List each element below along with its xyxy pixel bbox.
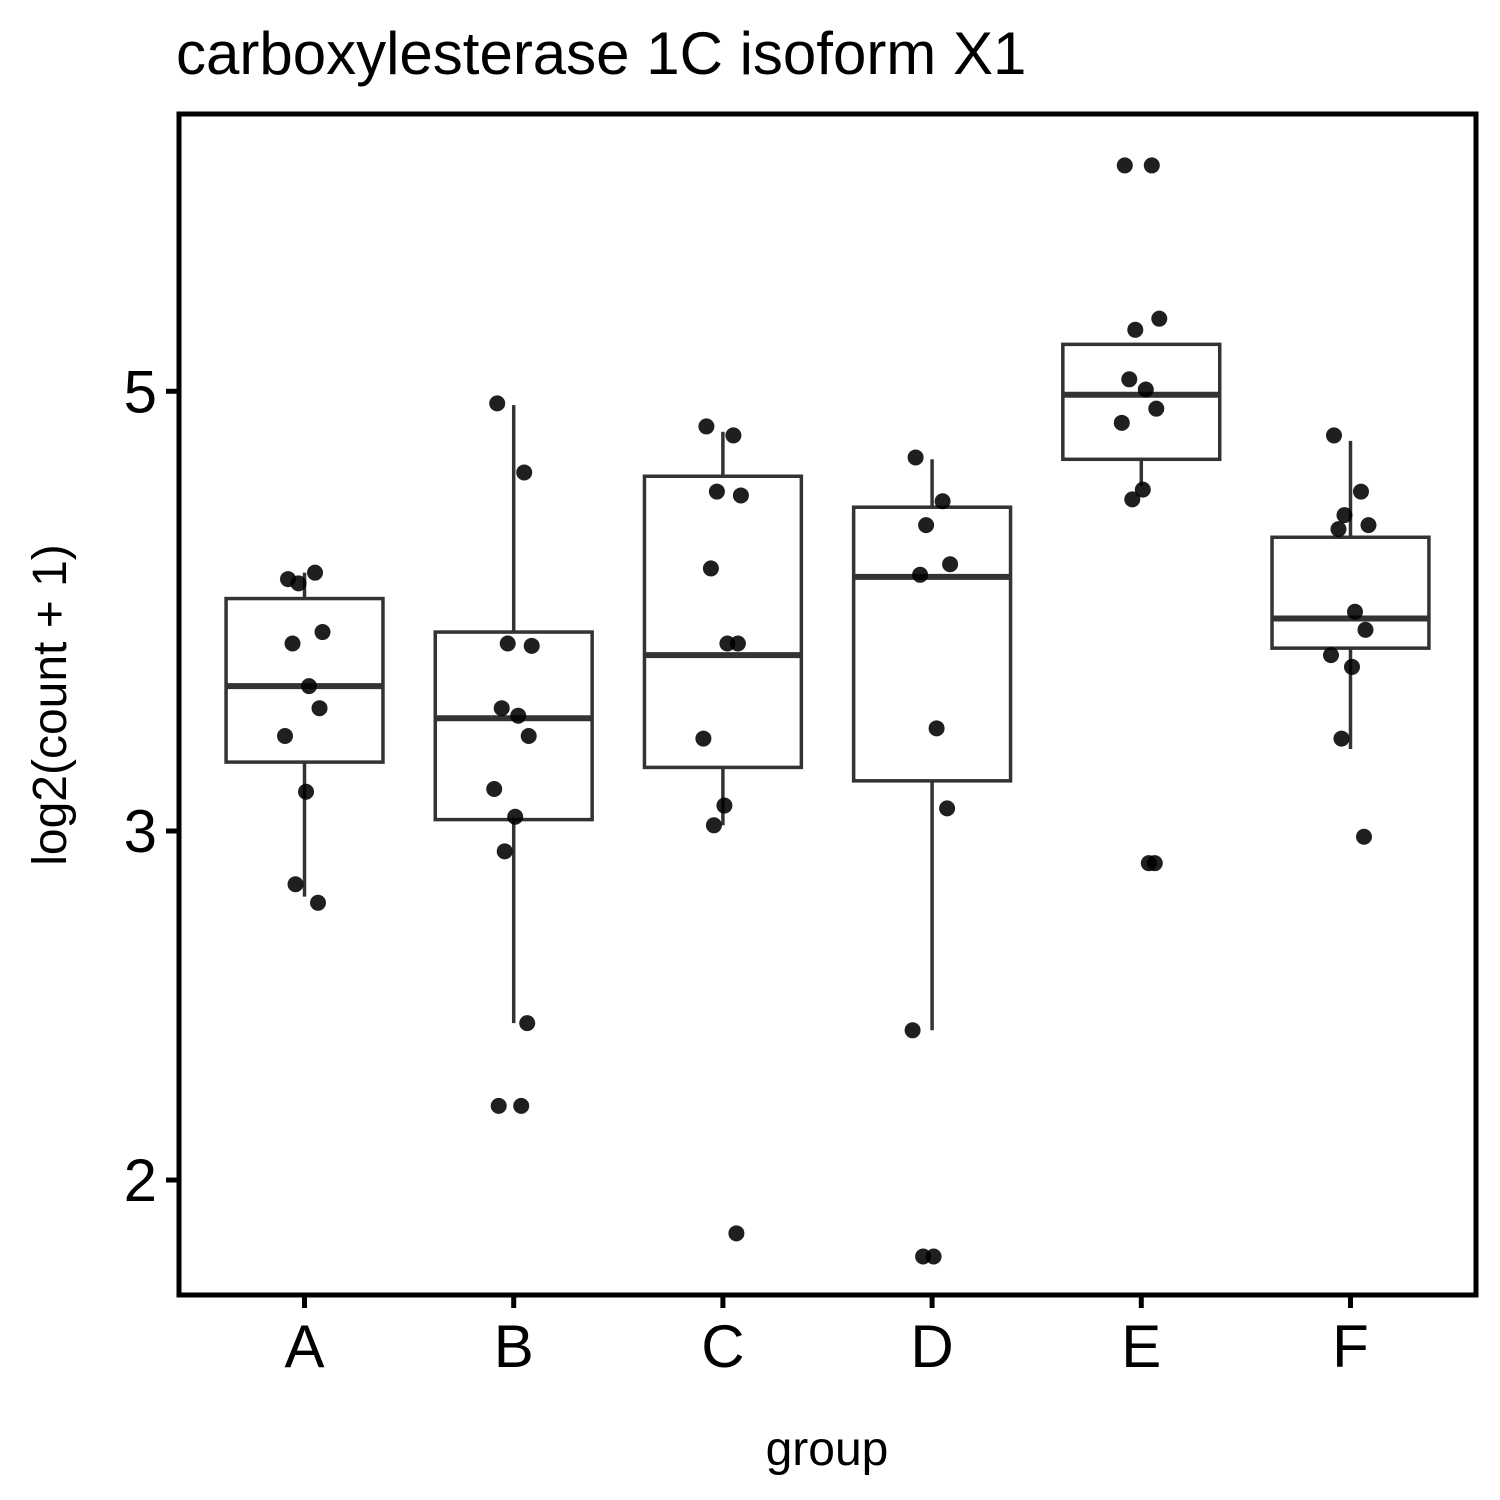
data-point (287, 876, 304, 893)
data-point (907, 449, 924, 466)
data-point (510, 707, 527, 724)
data-point (1343, 658, 1360, 675)
data-point (284, 635, 301, 652)
data-point (942, 556, 959, 573)
data-point (298, 783, 315, 800)
data-point (496, 843, 513, 860)
box (1270, 535, 1431, 650)
box-group-e (1061, 342, 1222, 486)
data-point (702, 560, 719, 577)
data-point (1333, 730, 1350, 747)
y-tick-label: 2 (124, 1147, 157, 1214)
data-point (708, 483, 725, 500)
data-point (499, 635, 516, 652)
points-b (486, 395, 540, 1114)
data-point (939, 800, 956, 817)
data-point (1113, 414, 1130, 431)
box (1061, 342, 1222, 462)
x-tick-label: C (701, 1313, 744, 1380)
data-point (1357, 621, 1374, 638)
data-point (716, 797, 733, 814)
data-point (314, 624, 331, 641)
data-point (728, 1225, 745, 1242)
data-point (1121, 371, 1138, 388)
box-group-a (224, 572, 385, 897)
data-point (520, 728, 537, 745)
data-point (507, 808, 524, 825)
x-tick-label: F (1332, 1313, 1369, 1380)
data-point (1134, 481, 1151, 498)
points-d (904, 449, 959, 1265)
data-point (1336, 507, 1353, 524)
data-point (301, 678, 318, 695)
y-axis-title: log2(count + 1) (24, 544, 77, 866)
data-point (1143, 157, 1160, 174)
data-point (1148, 400, 1165, 417)
data-point (928, 720, 945, 737)
points-e (1113, 157, 1168, 872)
data-point (918, 517, 935, 534)
data-point (934, 493, 951, 510)
data-point (307, 564, 324, 581)
data-point (1322, 647, 1339, 664)
data-point (513, 1097, 530, 1114)
points-f (1322, 427, 1377, 845)
data-point (1127, 321, 1144, 338)
data-point (310, 894, 327, 911)
data-point (277, 728, 294, 745)
box-group-d (851, 459, 1013, 1031)
data-point (486, 781, 503, 798)
data-point (1325, 427, 1342, 444)
chart-title: carboxylesterase 1C isoform X1 (176, 20, 1026, 87)
data-point (1137, 381, 1154, 398)
y-tick-label: 5 (124, 358, 157, 425)
x-axis-title: group (766, 1423, 889, 1476)
data-point (725, 427, 742, 444)
points-c (695, 418, 749, 1242)
data-point (523, 637, 540, 654)
data-point (1116, 157, 1133, 174)
box-group-f (1270, 440, 1431, 749)
x-axis: A B C D E F (285, 1295, 1369, 1380)
box (642, 474, 804, 770)
box-group-c (642, 431, 804, 826)
data-point (519, 1015, 536, 1032)
data-point (1355, 828, 1372, 845)
x-tick-label: D (910, 1313, 953, 1380)
data-point (1330, 521, 1347, 538)
data-point (493, 700, 510, 717)
data-point (915, 1248, 932, 1265)
box (433, 630, 594, 822)
y-tick-label: 3 (124, 798, 157, 865)
box (851, 505, 1013, 783)
data-point (705, 817, 722, 834)
data-point (489, 395, 506, 412)
data-point (1360, 517, 1377, 534)
data-point (698, 418, 715, 435)
data-point (729, 635, 746, 652)
data-point (1124, 491, 1141, 508)
data-point (1140, 855, 1157, 872)
data-point (1151, 310, 1168, 327)
y-axis: 2 3 5 (124, 358, 179, 1214)
x-tick-label: E (1121, 1313, 1161, 1380)
plot-panel-border (176, 111, 1479, 1298)
data-point (516, 464, 533, 481)
data-point (311, 700, 328, 717)
x-tick-label: A (285, 1313, 325, 1380)
data-point (912, 566, 929, 583)
data-point (904, 1022, 921, 1039)
data-point (732, 487, 749, 504)
points-a (277, 564, 331, 911)
data-point (290, 575, 307, 592)
plot-area (224, 157, 1431, 1265)
data-point (490, 1097, 507, 1114)
data-point (695, 730, 712, 747)
data-point (1352, 483, 1369, 500)
data-point (1346, 603, 1363, 620)
x-tick-label: B (494, 1313, 534, 1380)
